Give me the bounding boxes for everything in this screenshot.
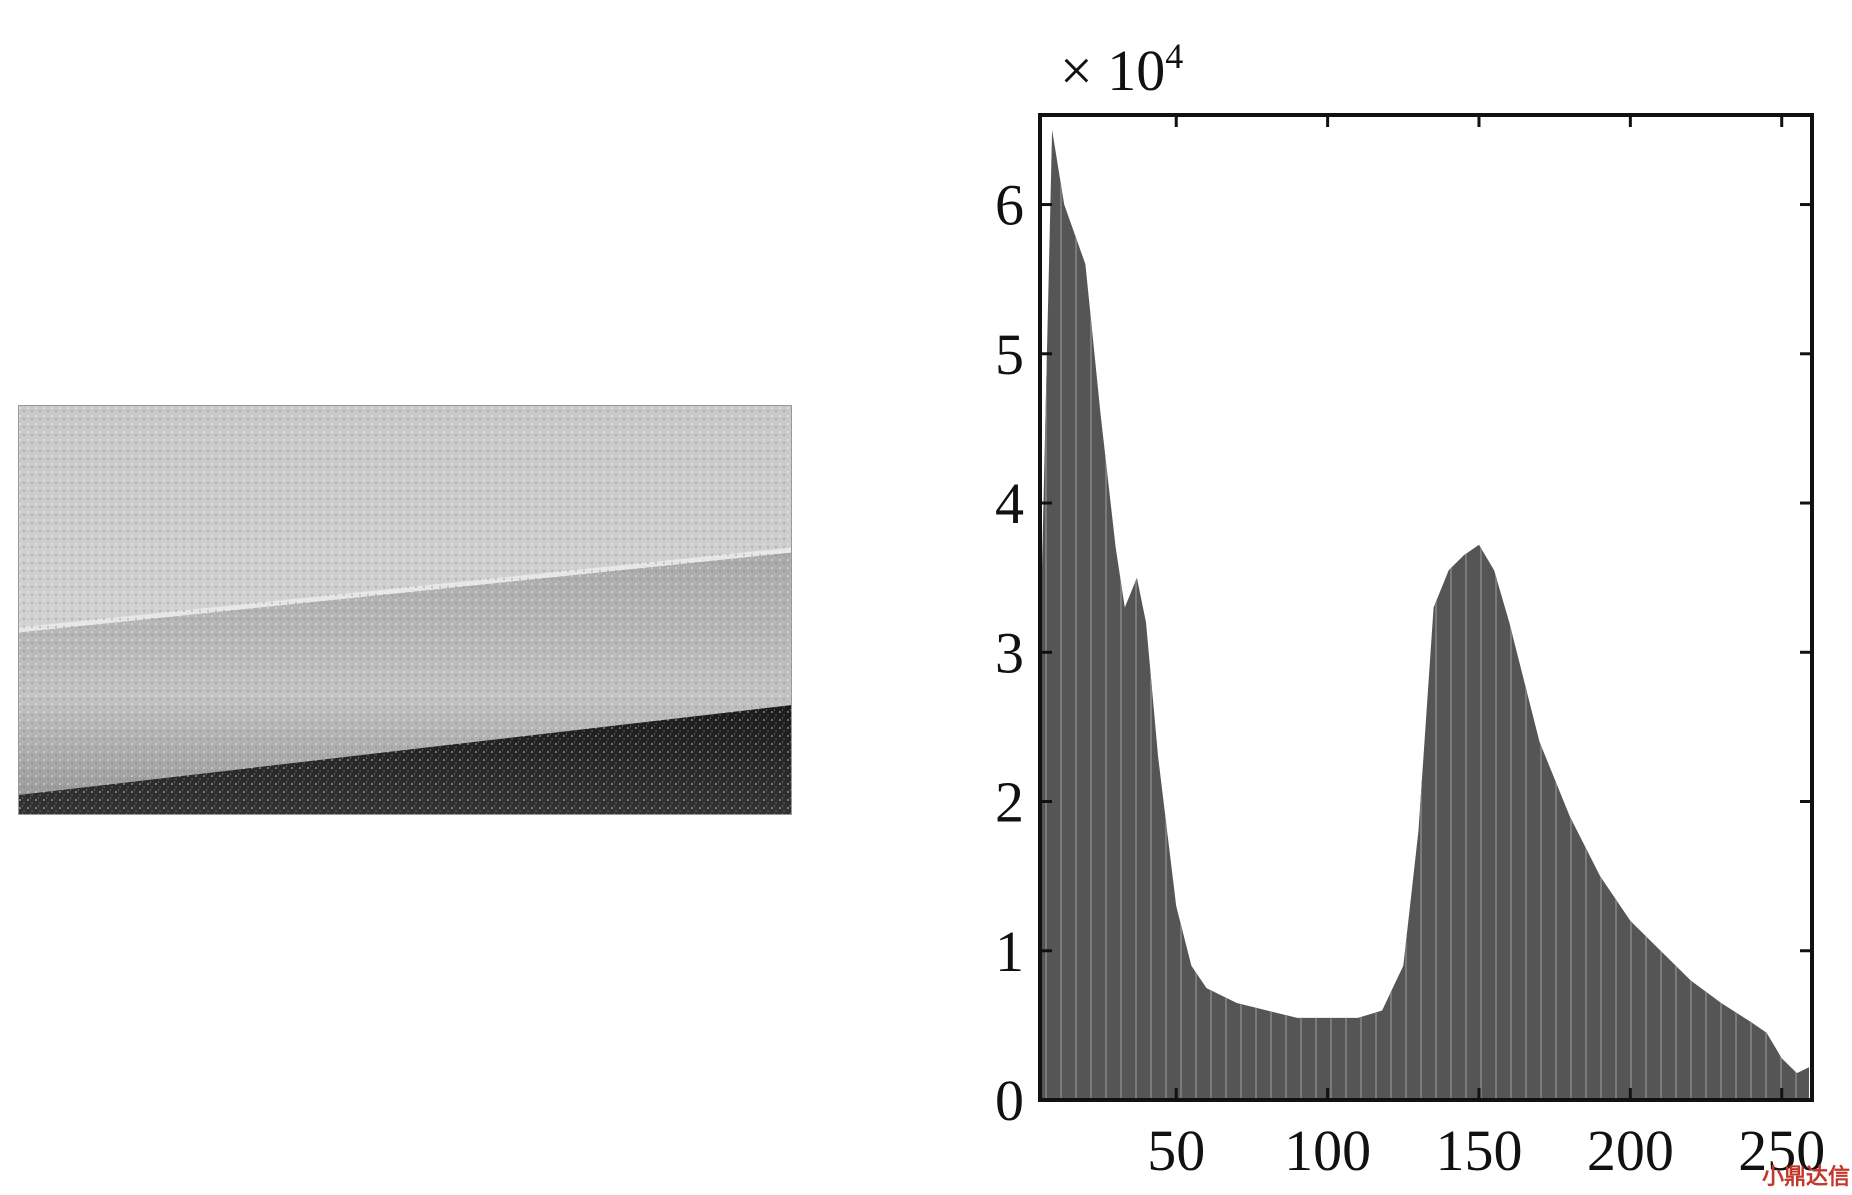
tick-marks — [1040, 115, 1812, 1102]
plot-frame — [1038, 113, 1814, 1102]
x-tick-label: 200 — [1587, 1118, 1674, 1183]
y-tick-labels: 0 1 2 3 4 5 6 — [995, 173, 1024, 1133]
y-scale-multiplier: × 104 — [1060, 36, 1183, 103]
y-tick-label: 3 — [995, 620, 1024, 685]
watermark-text: 小鼎达信 — [1762, 1164, 1850, 1190]
grayscale-photo — [17, 405, 793, 815]
y-tick-label: 2 — [995, 770, 1024, 835]
x-tick-labels: 50 100 150 200 250 — [1147, 1118, 1825, 1183]
y-tick-label: 1 — [995, 919, 1024, 984]
x-tick-label: 150 — [1435, 1118, 1522, 1183]
y-tick-label: 0 — [995, 1068, 1024, 1133]
y-scale-base: × 10 — [1060, 38, 1165, 103]
y-tick-label: 5 — [995, 322, 1024, 387]
y-tick-label: 4 — [995, 471, 1024, 536]
x-tick-label: 50 — [1147, 1118, 1205, 1183]
x-tick-label: 100 — [1284, 1118, 1371, 1183]
histogram-area — [1040, 129, 1809, 1100]
photo-texture — [18, 405, 792, 815]
histogram-area-layer — [1040, 129, 1809, 1100]
x-tick-label: 250 — [1738, 1118, 1825, 1183]
photo-border — [18, 405, 792, 815]
y-scale-exponent: 4 — [1165, 36, 1183, 76]
y-tick-label: 6 — [995, 173, 1024, 238]
photo-svg — [17, 405, 793, 815]
